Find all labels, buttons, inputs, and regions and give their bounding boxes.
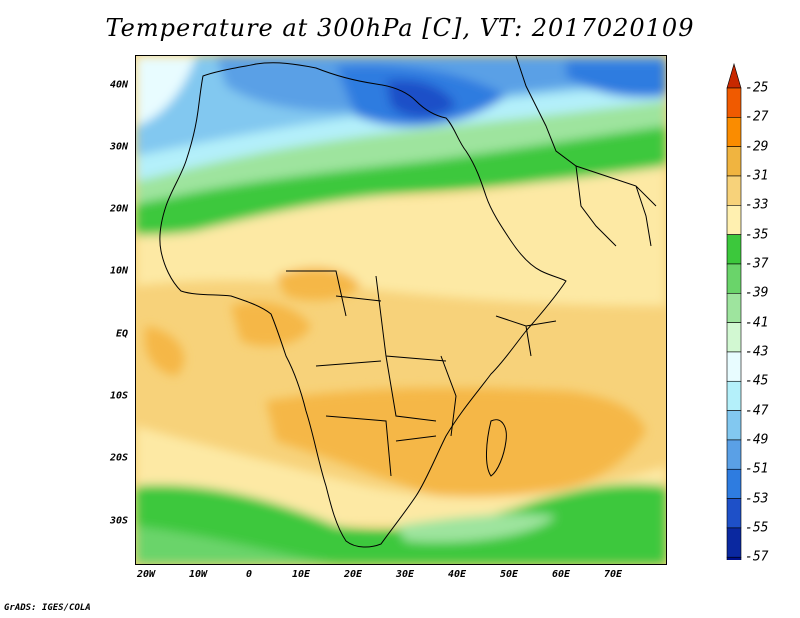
colorbar-label: -43 (745, 344, 769, 360)
colorbar-label: -55 (745, 520, 769, 536)
colorbar-swatch (726, 322, 742, 353)
colorbar-label: -39 (745, 285, 769, 301)
temperature-shading (136, 56, 666, 564)
colorbar-swatch (726, 380, 742, 411)
colorbar-swatch (726, 527, 742, 558)
lat-tick: 10N (109, 265, 128, 277)
colorbar-label: -35 (745, 227, 769, 243)
colorbar-label: -51 (745, 461, 769, 477)
lat-tick: 40N (109, 79, 128, 91)
lon-tick: 20E (343, 569, 363, 580)
colorbar-swatch (726, 556, 742, 560)
colorbar-label: -57 (745, 549, 769, 565)
lat-tick: 20N (109, 203, 128, 215)
colorbar-swatch (726, 468, 742, 499)
colorbar-swatch (726, 351, 742, 382)
colorbar-swatch (726, 498, 742, 529)
colorbar-label: -29 (745, 139, 769, 155)
colorbar-swatch (726, 263, 742, 294)
colorbar-label: -27 (745, 109, 769, 125)
colorbar-label: -53 (745, 491, 769, 507)
coastlines (159, 56, 657, 548)
colorbar-swatch (726, 117, 742, 147)
lon-tick: 10E (291, 569, 311, 580)
colorbar-label: -45 (745, 373, 769, 389)
lon-tick: 60E (551, 569, 571, 580)
lat-tick: EQ (115, 328, 128, 340)
colorbar-label: -49 (745, 432, 769, 448)
map-title: Temperature at 300hPa [C], VT: 201702010… (105, 14, 695, 42)
colorbar-swatch (726, 175, 742, 206)
lon-tick: 30E (395, 569, 415, 580)
lat-tick: 20S (109, 452, 128, 464)
colorbar-label: -47 (745, 403, 769, 419)
colorbar-swatch (726, 410, 742, 441)
colorbar-swatch (726, 146, 742, 177)
map-panel (135, 55, 667, 565)
colorbar-swatch (726, 292, 742, 323)
colorbar-swatch (726, 234, 742, 265)
colorbar-swatch (726, 87, 742, 118)
colorbar-label: -41 (745, 315, 769, 331)
colorbar-label: -33 (745, 197, 769, 213)
lat-tick: 10S (109, 390, 128, 402)
lon-tick: 70E (603, 569, 623, 580)
lon-tick: 10W (188, 569, 208, 580)
lon-tick: 0 (245, 569, 253, 580)
lat-tick: 30S (109, 515, 128, 527)
colorbar-max-arrow (726, 62, 742, 89)
colorbar-label: -31 (745, 168, 769, 184)
colorbar-label: -37 (745, 256, 769, 272)
credit-text: GrADS: IGES/COLA (4, 603, 91, 613)
lon-tick: 20W (136, 569, 156, 580)
lat-tick: 30N (109, 141, 128, 153)
colorbar-swatch (726, 205, 742, 235)
colorbar-label: -25 (745, 80, 769, 96)
lon-tick: 40E (447, 569, 467, 580)
colorbar (726, 62, 742, 560)
temperature-field (136, 56, 666, 564)
colorbar-swatch (726, 439, 742, 470)
lon-tick: 50E (499, 569, 519, 580)
